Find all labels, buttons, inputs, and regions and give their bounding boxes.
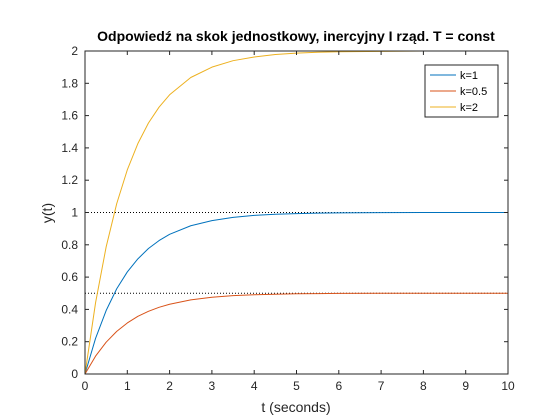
y-tick-label: 0.2 [61,335,78,349]
y-tick-label: 1 [71,206,78,220]
x-tick-label: 1 [124,379,131,393]
y-tick-label: 0 [71,367,78,381]
y-tick-label: 1.4 [61,141,78,155]
legend-label: k=0.5 [460,86,487,98]
chart-title: Odpowiedź na skok jednostkowy, inercyjny… [97,28,495,44]
y-tick-label: 0.4 [61,302,78,316]
y-tick-label: 2 [71,44,78,58]
series-line-2 [84,292,508,375]
x-axis-label: t (seconds) [261,399,330,415]
x-tick-label: 7 [378,379,385,393]
y-axis-label: y(t) [39,203,55,223]
x-tick-label: 10 [501,379,515,393]
x-tick-label: 6 [335,379,342,393]
legend-label: k=2 [460,102,478,114]
y-tick-label: 1.2 [61,173,78,187]
x-tick-label: 9 [462,379,469,393]
x-tick-label: 3 [209,379,216,393]
x-tick-label: 2 [166,379,173,393]
legend: k=1 k=0.5 k=2 [424,64,499,118]
legend-label: k=1 [460,70,478,82]
x-tick-label: 0 [82,379,89,393]
x-tick-label: 4 [251,379,258,393]
y-tick-label: 1.8 [61,76,78,90]
x-axis-ticks: 0 1 2 3 4 5 6 7 8 9 10 [82,51,515,393]
series-line-1 [84,212,508,375]
x-tick-label: 8 [420,379,427,393]
y-axis-ticks: 0 0.2 0.4 0.6 0.8 1 1.2 1.4 1.6 1.8 2 [61,44,508,381]
y-tick-label: 1.6 [61,109,78,123]
x-tick-label: 5 [293,379,300,393]
y-tick-label: 0.6 [61,270,78,284]
y-tick-label: 0.8 [61,238,78,252]
